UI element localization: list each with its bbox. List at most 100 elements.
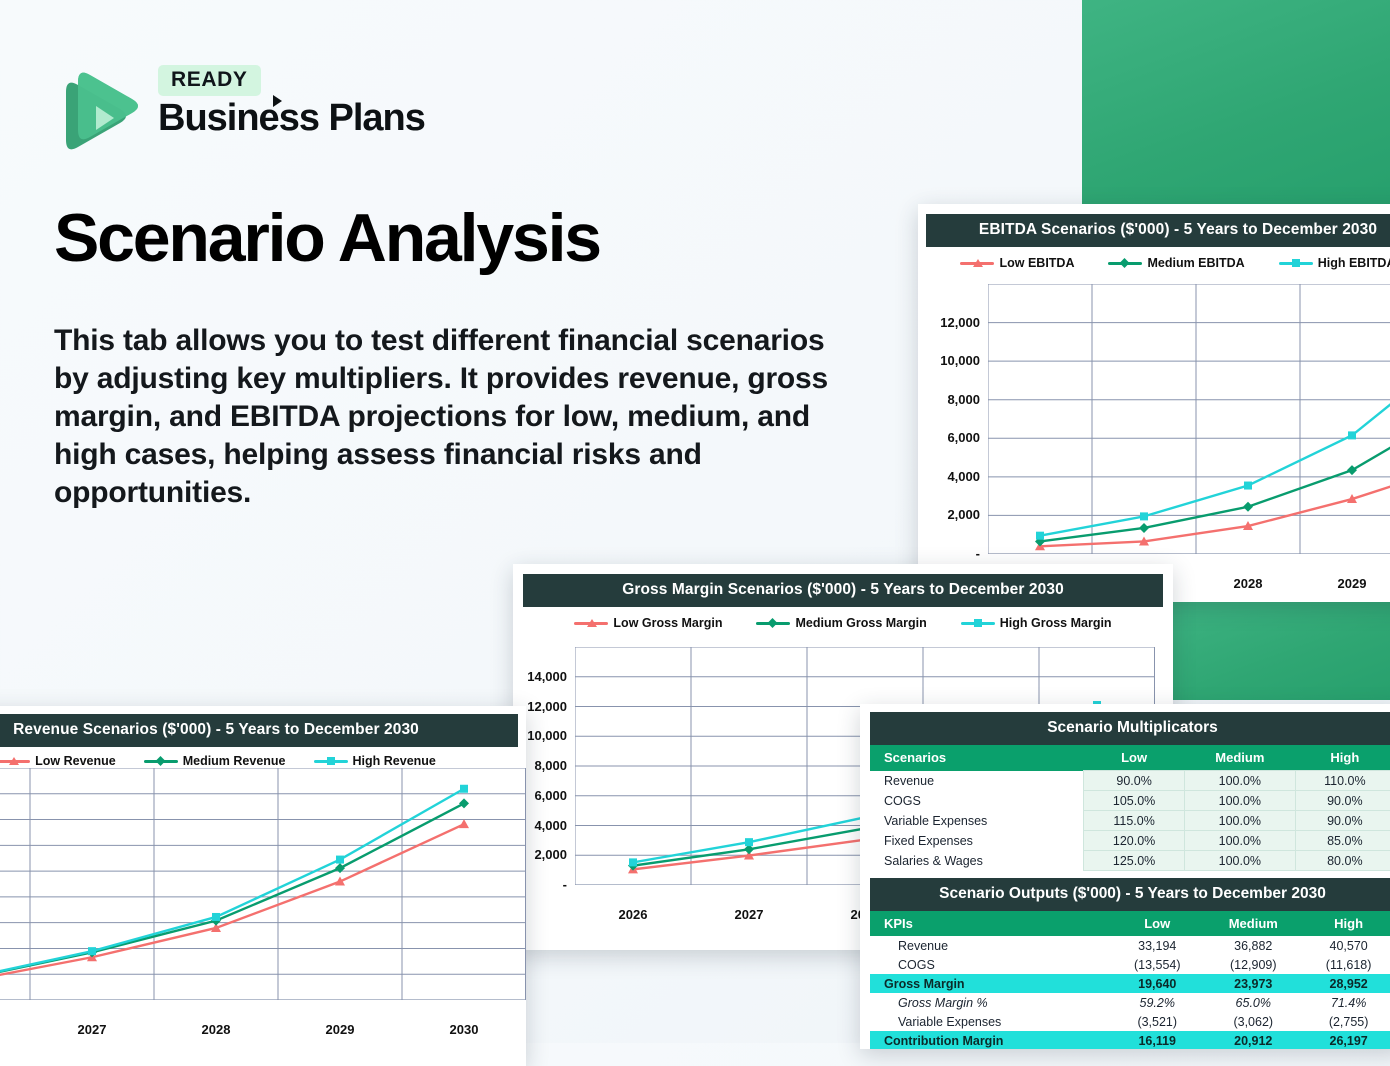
revenue-chart-title: Revenue Scenarios ($'000) - 5 Years to D… xyxy=(0,714,518,747)
page-description: This tab allows you to test different fi… xyxy=(54,324,829,510)
cell-high: 26,197 xyxy=(1329,1033,1368,1048)
legend-item-medium: Medium Revenue xyxy=(143,754,286,768)
cell-medium: 65.0% xyxy=(1235,995,1271,1010)
ready-badge: READY xyxy=(158,65,261,97)
table-row[interactable]: Contribution Margin 16,119 20,912 26,197 xyxy=(870,1031,1390,1049)
y-tick-label: 4,000 xyxy=(534,817,567,833)
x-tick-label: 2030 xyxy=(449,1022,479,1037)
cell-low: 33,194 xyxy=(1138,938,1177,953)
outputs-title: Scenario Outputs ($'000) - 5 Years to De… xyxy=(870,878,1390,911)
row-label: Fixed Expenses xyxy=(884,833,973,848)
row-label: Revenue xyxy=(884,773,935,788)
decorative-green-block-top xyxy=(1082,0,1390,205)
ebitda-chart-title: EBITDA Scenarios ($'000) - 5 Years to De… xyxy=(926,214,1390,247)
row-label: Salaries & Wages xyxy=(884,853,983,868)
cell-high: 110.0% xyxy=(1294,770,1390,791)
cell-medium: 100.0% xyxy=(1184,810,1296,831)
row-label: COGS xyxy=(884,793,921,808)
cell-high: 85.0% xyxy=(1294,830,1390,851)
col-high: High xyxy=(1302,911,1390,936)
y-tick-label: 10,000 xyxy=(940,353,980,369)
table-row[interactable]: COGS 105.0% 100.0% 90.0% xyxy=(870,790,1390,811)
col-medium: Medium xyxy=(1204,911,1303,936)
table-row[interactable]: Gross Margin % 59.2% 65.0% 71.4% xyxy=(870,993,1390,1012)
table-row[interactable]: Gross Margin 19,640 23,973 28,952 xyxy=(870,974,1390,993)
legend-item-high: High Revenue xyxy=(313,754,436,768)
gross-margin-chart-title: Gross Margin Scenarios ($'000) - 5 Years… xyxy=(523,574,1163,607)
y-tick-label: 14,000 xyxy=(527,668,567,684)
cell-low: 120.0% xyxy=(1083,830,1186,851)
page-title: Scenario Analysis xyxy=(54,200,602,276)
cell-medium: (3,062) xyxy=(1233,1014,1274,1029)
scenario-tables-panel[interactable]: Scenario Multiplicators Scenarios Low Me… xyxy=(860,704,1390,1049)
table-row[interactable]: COGS (13,554) (12,909) (11,618) xyxy=(870,955,1390,974)
row-label: Gross Margin xyxy=(884,976,965,991)
legend-item-medium: Medium Gross Margin xyxy=(756,616,927,630)
row-label: COGS xyxy=(898,957,935,972)
scenario-outputs-table[interactable]: KPIs Low Medium High Revenue 33,194 36,882… xyxy=(870,911,1390,1049)
legend-item-low: Low Gross Margin xyxy=(574,616,722,630)
cell-high: 28,952 xyxy=(1329,976,1368,991)
col-low: Low xyxy=(1083,745,1185,771)
y-tick-label: 6,000 xyxy=(534,787,567,803)
cell-low: 16,119 xyxy=(1138,1033,1177,1048)
y-tick-label: 2,000 xyxy=(947,507,980,523)
table-header-row: Scenarios Low Medium High xyxy=(870,745,1390,771)
cell-high: (2,755) xyxy=(1328,1014,1369,1029)
cell-high: 71.4% xyxy=(1330,995,1367,1010)
cell-low: 115.0% xyxy=(1083,810,1186,831)
scenario-multiplicators-table[interactable]: Scenarios Low Medium High Revenue 90.0% 10… xyxy=(870,745,1390,871)
x-tick-label: 2027 xyxy=(77,1022,107,1037)
row-label: Revenue xyxy=(898,938,949,953)
x-tick-label: 2028 xyxy=(201,1022,231,1037)
table-row[interactable]: Variable Expenses (3,521) (3,062) (2,755) xyxy=(870,1012,1390,1031)
legend-item-high: High Gross Margin xyxy=(960,616,1112,630)
col-kpis: KPIs xyxy=(870,911,1111,936)
cell-low: 105.0% xyxy=(1083,790,1186,811)
play-tick-icon xyxy=(273,95,282,108)
cell-low: 19,640 xyxy=(1138,976,1177,991)
row-label: Variable Expenses xyxy=(884,813,988,828)
brand-name: Business Plans xyxy=(158,95,426,140)
row-label: Variable Expenses xyxy=(898,1014,1002,1029)
legend-item-low: Low EBITDA xyxy=(960,256,1074,270)
legend-item-low: Low Revenue xyxy=(0,754,116,768)
y-tick-label: - xyxy=(975,546,980,561)
x-tick-label: 2029 xyxy=(325,1022,355,1037)
table-row[interactable]: Fixed Expenses 120.0% 100.0% 85.0% xyxy=(870,830,1390,851)
multiplicators-title: Scenario Multiplicators xyxy=(870,712,1390,745)
cell-high: (11,618) xyxy=(1325,957,1372,972)
brand-logo: READY Business Plans xyxy=(52,52,426,152)
y-tick-label: 8,000 xyxy=(947,391,980,407)
cell-medium: 36,882 xyxy=(1234,938,1273,953)
y-tick-label: 6,000 xyxy=(947,430,980,446)
ebitda-chart-panel[interactable]: EBITDA Scenarios ($'000) - 5 Years to De… xyxy=(918,204,1390,602)
revenue-chart-panel[interactable]: Revenue Scenarios ($'000) - 5 Years to D… xyxy=(0,706,526,1066)
table-row[interactable]: Variable Expenses 115.0% 100.0% 90.0% xyxy=(870,810,1390,831)
cell-medium: 23,973 xyxy=(1234,976,1273,991)
y-tick-label: 10,000 xyxy=(527,728,567,744)
col-low: Low xyxy=(1110,911,1205,936)
col-scenarios: Scenarios xyxy=(870,745,1084,771)
table-row[interactable]: Revenue 90.0% 100.0% 110.0% xyxy=(870,770,1390,791)
table-row[interactable]: Revenue 33,194 36,882 40,570 xyxy=(870,936,1390,955)
x-tick-label: 2027 xyxy=(734,907,764,922)
table-row[interactable]: Salaries & Wages 125.0% 100.0% 80.0% xyxy=(870,850,1390,871)
row-label: Gross Margin % xyxy=(898,995,988,1010)
cell-medium: 100.0% xyxy=(1184,830,1296,851)
cell-high: 90.0% xyxy=(1294,810,1390,831)
cell-medium: (12,909) xyxy=(1229,957,1277,972)
x-tick-label: 2029 xyxy=(1337,576,1367,591)
decorative-green-block-right xyxy=(1170,590,1390,700)
play-triangle-logo-icon xyxy=(52,52,140,152)
cell-high: 80.0% xyxy=(1294,850,1390,871)
row-label: Contribution Margin xyxy=(884,1033,1004,1048)
col-medium: Medium xyxy=(1184,745,1296,771)
cell-high: 40,570 xyxy=(1329,938,1368,953)
ebitda-plot xyxy=(988,284,1390,554)
cell-low: (13,554) xyxy=(1133,957,1181,972)
cell-medium: 100.0% xyxy=(1184,850,1296,871)
y-tick-label: 2,000 xyxy=(534,847,567,863)
cell-medium: 20,912 xyxy=(1234,1033,1273,1048)
y-tick-label: 4,000 xyxy=(947,468,980,484)
